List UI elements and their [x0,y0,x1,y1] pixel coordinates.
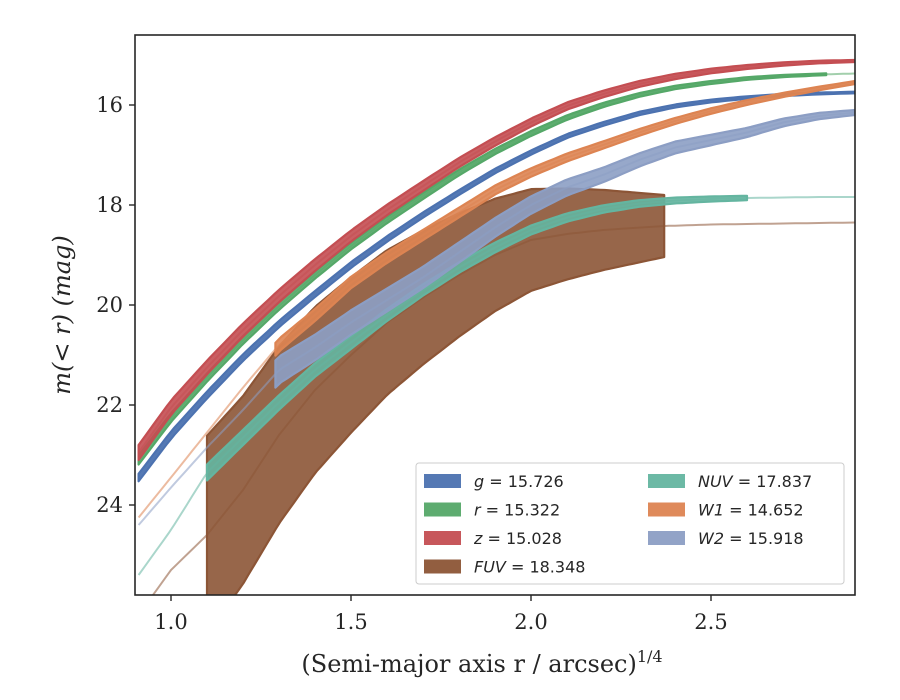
legend-equals: = [482,529,506,548]
legend-label: r = 15.322 [474,501,560,520]
series-r [137,72,855,466]
legend-equals: = [484,472,508,491]
legend-item-g: g = 15.726 [424,472,564,491]
legend-band: g [474,472,484,491]
legend-equals: = [724,501,748,520]
y-tick-label: 24 [96,493,123,517]
series-r-band [137,72,828,466]
legend-box [415,462,845,585]
x-tick-label: 1.5 [334,610,367,634]
x-tick-label: 1.0 [154,610,187,634]
y-tick-label: 20 [96,293,123,317]
legend-swatch [424,531,461,545]
legend-band: W2 [698,529,724,548]
legend-equals: = [506,558,530,577]
legend-swatch [424,559,461,574]
legend-item-z: z = 15.028 [424,529,562,548]
series-w1-band [274,79,855,357]
legend-band: r [474,501,482,520]
x-tick-label: 2.5 [694,610,727,634]
series-w1 [137,79,855,519]
legend-item-w2: W2 = 15.918 [648,529,804,548]
y-tick-label: 18 [96,193,123,217]
legend-value: 17.837 [756,472,812,491]
legend-item-w1: W1 = 14.652 [648,501,804,520]
y-axis-label: m(< r) (mag) [48,235,76,394]
x-tick-label: 2.0 [514,610,547,634]
series-z-band [137,58,855,462]
legend-value: 15.322 [504,501,560,520]
plot-frame [134,34,856,596]
legend-band: z [473,529,483,548]
legend-label: NUV = 17.837 [698,472,812,491]
legend-label: z = 15.028 [473,529,562,548]
legend-item-nuv: NUV = 17.837 [648,472,812,491]
y-axis-ticks: 16 18 20 22 24 [96,93,135,517]
legend-value: 14.652 [748,501,804,520]
legend-label: W1 = 14.652 [698,501,804,520]
legend-item-fuv: FUV = 18.348 [424,558,585,577]
series-layer [137,58,855,595]
legend-label: g = 15.726 [474,472,564,491]
legend-equals: = [733,472,757,491]
legend-swatch [424,474,461,488]
x-axis-ticks: 1.0 1.5 2.0 2.5 [154,595,728,634]
x-axis-label-superscript: 1/4 [637,647,663,666]
y-tick-label: 22 [96,393,123,417]
series-w2 [137,108,855,526]
legend-swatch [648,474,685,488]
legend-swatch [648,502,685,517]
legend-equals: = [481,501,505,520]
legend-swatch [648,531,685,545]
y-tick-label: 16 [96,93,123,117]
legend-label: W2 = 15.918 [698,529,804,548]
legend-swatch [424,502,461,517]
legend-equals: = [724,529,748,548]
legend: g = 15.726 r = 15.322 z = 15.028 FUV = 18.3… [415,462,845,585]
x-axis-label-main: (Semi-major axis r / arcsec) [301,650,636,678]
x-axis-label: (Semi-major axis r / arcsec)1/4 [301,647,662,678]
legend-item-r: r = 15.322 [424,501,560,520]
legend-band: W1 [698,501,724,520]
series-z [137,58,855,462]
legend-band: FUV [474,558,507,577]
series-g-band [137,90,855,483]
legend-value: 15.726 [508,472,564,491]
legend-band: NUV [698,472,734,491]
legend-value: 18.348 [529,558,585,577]
legend-label: FUV = 18.348 [474,558,585,577]
series-w2-band [274,108,855,389]
series-g [137,90,855,483]
legend-value: 15.028 [506,529,562,548]
legend-value: 15.918 [748,529,804,548]
